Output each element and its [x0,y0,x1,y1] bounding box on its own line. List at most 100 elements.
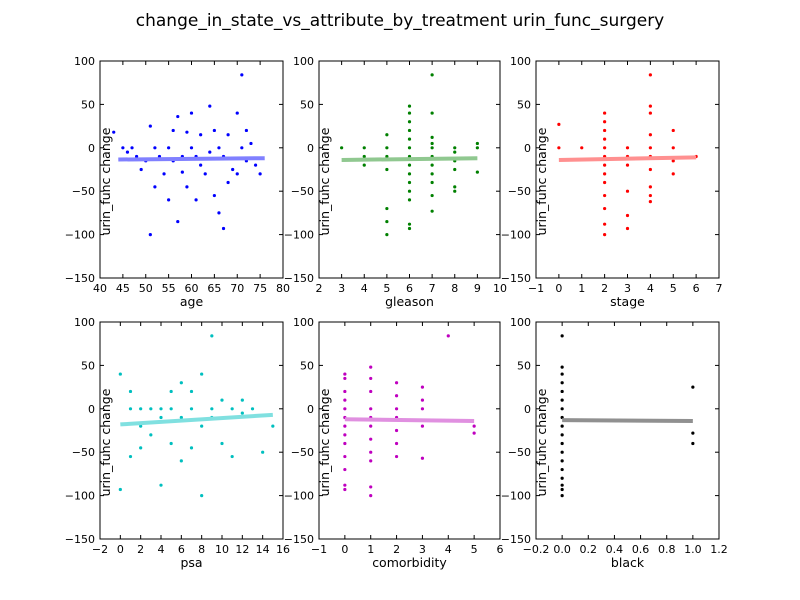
chart-stage-point [648,193,652,198]
chart-age-point [167,146,171,150]
chart-age-trend-line [118,156,265,162]
chart-black-xtick-label: 0.4 [606,543,624,556]
chart-psa-point [128,454,133,459]
chart-psa-point [250,407,255,411]
chart-comorbidity-point [394,394,399,398]
chart-age-ytick-label: −50 [72,185,95,198]
chart-black-point [560,441,564,446]
chart-psa-xtick-label: 6 [178,543,185,556]
chart-gleason-point [430,163,434,167]
chart-age-point [148,233,152,237]
chart-comorbidity-point [343,433,347,437]
chart-psa-ytick-label: −50 [72,446,95,459]
chart-psa-ytick-label: 0 [88,403,95,416]
chart-stage-point [580,146,584,150]
chart-gleason-point [407,120,412,124]
chart-psa-point [220,441,224,446]
chart-black-point [560,476,564,480]
chart-comorbidity-xtick-label: −1 [311,543,327,556]
chart-stage-ytick-label: 50 [517,98,531,111]
chart-age-xtick-label: 55 [162,282,176,295]
chart-comorbidity-point [420,398,425,402]
chart-psa-point [240,398,244,402]
chart-comorbidity-xtick-label: 5 [471,543,478,556]
chart-age-point [125,150,130,154]
chart-psa-point [169,441,173,446]
chart-stage-ytick-label: −150 [501,272,531,285]
chart-stage-point [603,128,607,133]
chart-stage-xtick-label: 3 [624,282,631,295]
chart-gleason-point [385,167,389,172]
chart-gleason-ytick-label: 0 [307,142,314,155]
chart-age-point [135,154,139,159]
chart-comorbidity-point [369,376,373,381]
chart-age-point [203,172,207,176]
chart-comorbidity-point [343,454,347,459]
chart-stage-xtick-label: 1 [578,282,585,295]
chart-gleason-point [407,128,412,133]
chart-black-ylabel: urin_func change [534,388,549,496]
chart-stage-point [648,185,652,189]
chart-comorbidity-point [369,389,373,394]
chart-comorbidity-point [343,483,347,487]
chart-black-point [560,365,564,369]
chart-stage-point [625,226,630,231]
chart-gleason-point [453,189,457,193]
chart-stage-point [603,146,607,150]
chart-black-point [560,407,564,411]
chart-age-point [235,111,239,115]
chart-age-point [167,198,171,202]
chart-psa-xtick-label: 10 [215,543,229,556]
chart-black-xtick-label: 0.6 [632,543,650,556]
chart-age-point [189,146,194,150]
chart-comorbidity-point [369,450,373,454]
chart-psa-point [240,411,244,415]
chart-gleason-xtick-label: 5 [383,282,390,295]
chart-gleason-xlabel: gleason [385,294,434,309]
chart-psa-point [139,407,143,411]
chart-comorbidity-point [446,334,450,338]
chart-comorbidity-point [420,424,425,428]
chart-gleason-point [407,104,412,108]
chart-psa-frame [99,321,284,540]
chart-age-point [235,172,239,176]
chart-age-point [121,146,125,150]
chart-comorbidity-point [420,456,425,460]
chart-comorbidity-xtick-label: 3 [419,543,426,556]
chart-age-point [217,146,221,150]
chart-age-point [208,150,212,154]
chart-psa-ytick-label: −100 [65,490,95,503]
chart-gleason-xtick-label: 10 [493,282,507,295]
chart-stage-point [625,163,630,167]
chart-age-point [208,104,212,108]
chart-comorbidity-point [394,381,399,385]
chart-comorbidity-ytick-label: 100 [293,316,314,329]
chart-age-point [112,130,116,134]
chart-gleason-point [453,150,457,154]
chart-gleason-point [385,233,389,237]
chart-psa-point [139,424,143,428]
chart-age-xtick-label: 40 [93,282,107,295]
chart-stage-point [648,200,652,204]
chart-black-ytick-label: −150 [501,533,531,546]
chart-stage-frame [535,60,720,279]
chart-gleason-point [430,193,434,198]
chart-gleason-point [453,167,457,172]
chart-stage-trend-line [558,155,697,162]
chart-comorbidity-point [369,407,373,411]
chart-age-ytick-label: 0 [88,142,95,155]
chart-comorbidity-point [343,372,347,376]
chart-comorbidity-xtick-label: 2 [393,543,400,556]
chart-black-point [560,372,564,376]
chart-gleason-point [407,180,412,185]
chart-age-point [226,180,230,185]
chart-age-xtick-label: 75 [253,282,267,295]
chart-psa-point [169,389,173,394]
chart-age-frame [99,60,284,279]
chart-gleason-point [407,222,412,226]
chart-stage-point [671,146,675,150]
chart-gleason-trend-line [341,156,478,162]
chart-psa-point [128,389,133,394]
chart-age-point [185,130,189,134]
chart-comorbidity-point [343,424,347,428]
